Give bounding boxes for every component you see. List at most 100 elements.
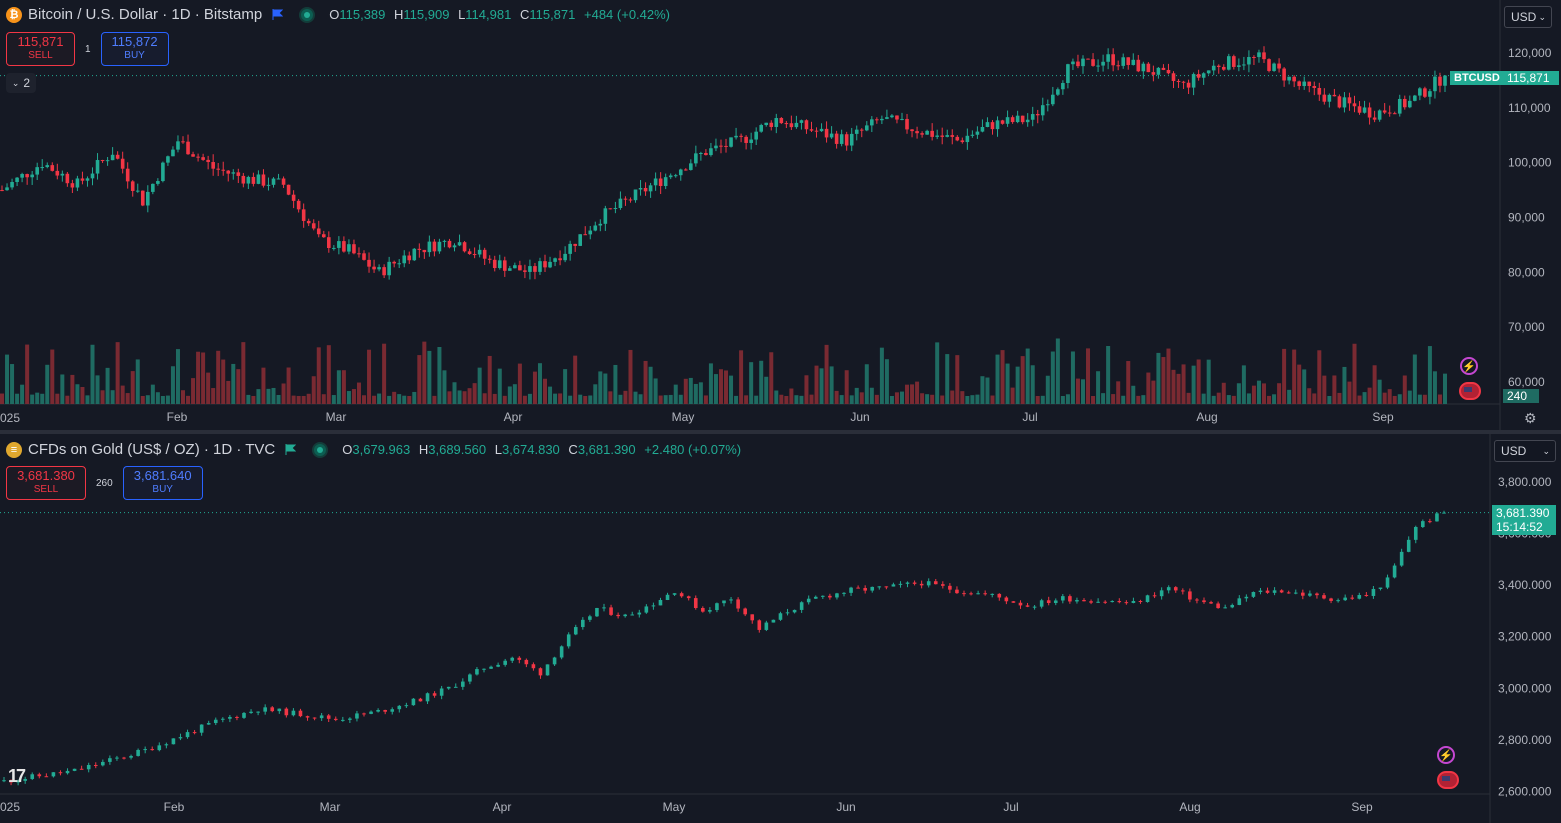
candle-body [347, 244, 351, 252]
gold-candlestick-chart[interactable]: 2,600.000 2,800.000 3,000.000 3,200.000 3,40… [0, 434, 1561, 823]
volume-bar [331, 395, 336, 404]
gold-buy-button[interactable]: 3,681.640 BUY [122, 466, 203, 500]
volume-bar [894, 392, 899, 404]
volume-bar [1186, 392, 1191, 404]
candle-body [404, 705, 409, 707]
candle-body [30, 774, 35, 779]
us-flag-event-icon[interactable] [1437, 771, 1459, 789]
volume-bar [764, 376, 769, 404]
candle-body [341, 719, 345, 721]
volume-bar [824, 344, 829, 404]
candle-body [835, 593, 839, 598]
candle-body [136, 749, 140, 756]
candle-body [333, 718, 338, 720]
candle-body [0, 190, 4, 192]
candle-body [870, 119, 874, 126]
candle-body [306, 220, 311, 224]
btc-symbol-title[interactable]: Bitcoin / U.S. Dollar · 1D · Bitstamp [28, 6, 263, 23]
gear-icon[interactable]: ⚙ [1524, 410, 1537, 426]
gold-last-price-tag: 3,681.390 15:14:52 [1492, 505, 1556, 535]
gold-sell-button[interactable]: 3,681.380 SELL [6, 466, 86, 500]
volume-bar [1392, 395, 1397, 404]
event-flash-icon[interactable]: ⚡ [1460, 357, 1478, 375]
volume-bar [60, 374, 65, 404]
candle-body [1004, 597, 1009, 602]
candle-body [1141, 63, 1146, 72]
volume-bar [618, 394, 623, 404]
candle-body [392, 261, 396, 264]
candle-body [206, 159, 210, 163]
candle-body [1103, 601, 1107, 603]
indicators-collapse-button[interactable]: ⌄ 2 [6, 73, 36, 93]
btc-sell-label: SELL [28, 50, 53, 61]
candle-body [206, 723, 211, 725]
candle-body [905, 118, 909, 130]
volume-bar [558, 393, 563, 404]
btc-currency-select[interactable]: USD ⌄ [1504, 6, 1552, 28]
btc-candlestick-chart[interactable]: 60,00070,00080,00090,000100,000110,00012… [0, 0, 1561, 430]
volume-bar [899, 391, 904, 404]
btc-sell-button[interactable]: 115,871 SELL [6, 32, 75, 66]
volume-bar [673, 384, 678, 404]
candle-body [157, 745, 162, 751]
gold-currency-select[interactable]: USD ⌄ [1494, 440, 1556, 462]
candle-body [70, 183, 75, 188]
candle-body [658, 599, 663, 606]
us-flag-event-icon[interactable] [1459, 382, 1481, 400]
candle-body [792, 609, 797, 613]
volume-bar [1000, 350, 1005, 404]
candle-body [757, 620, 762, 630]
volume-bar [1005, 363, 1010, 404]
tradingview-logo[interactable]: 17 [8, 766, 26, 786]
flag-icon[interactable] [285, 444, 297, 455]
volume-bar [482, 393, 487, 404]
volume-bar [502, 395, 507, 404]
pane-divider[interactable] [0, 430, 1561, 434]
volume-bar [784, 395, 789, 404]
candle-body [1202, 600, 1206, 603]
volume-bar [1437, 394, 1442, 404]
candle-body [90, 173, 95, 179]
candle-body [1418, 88, 1422, 96]
candle-body [508, 268, 512, 271]
volume-bar [1307, 388, 1312, 404]
volume-bar [754, 395, 759, 404]
candle-body [1045, 104, 1050, 106]
btc-chart-pane[interactable]: 60,000 70,000 80,000 90,000 100,000 110,000 12… [0, 0, 1561, 430]
gold-symbol-title[interactable]: CFDs on Gold (US$ / OZ) · 1D · TVC [28, 441, 276, 458]
candle-body [743, 608, 747, 615]
x-tick-label: Apr [493, 800, 512, 814]
volume-bar [819, 368, 824, 404]
candle-body [616, 614, 620, 617]
candle-body [30, 174, 34, 178]
volume-bar [472, 383, 477, 404]
volume-bar [1096, 371, 1101, 404]
gold-sell-label: SELL [33, 484, 59, 495]
volume-bar [20, 384, 25, 404]
candle-body [518, 265, 522, 271]
volume-bar [1267, 395, 1272, 404]
btc-buy-button[interactable]: 115,872 BUY [100, 32, 169, 66]
volume-bar [110, 390, 115, 404]
candle-body [100, 160, 105, 162]
candle-body [1201, 73, 1206, 78]
gold-open-value: 3,679.963 [352, 442, 411, 457]
gold-chart-pane[interactable]: 2,600.000 2,800.000 3,000.000 3,200.000 3,40… [0, 434, 1561, 823]
candle-body [93, 765, 98, 767]
candle-body [185, 732, 190, 738]
btc-last-price-tag: 115,871 [1503, 71, 1559, 85]
candle-body [1293, 592, 1298, 594]
candle-body [1124, 602, 1129, 604]
flag-icon[interactable] [272, 9, 284, 20]
candle-body [196, 156, 200, 158]
event-flash-icon[interactable]: ⚡ [1437, 746, 1455, 764]
candle-body [672, 593, 677, 595]
candle-body [256, 174, 261, 184]
volume-bar [392, 391, 397, 404]
candle-body [920, 133, 924, 135]
volume-bar [1412, 354, 1417, 404]
x-tick-label: Aug [1179, 800, 1200, 814]
volume-bar [517, 363, 522, 404]
volume-bar [1080, 379, 1085, 404]
candle-body [926, 581, 931, 586]
